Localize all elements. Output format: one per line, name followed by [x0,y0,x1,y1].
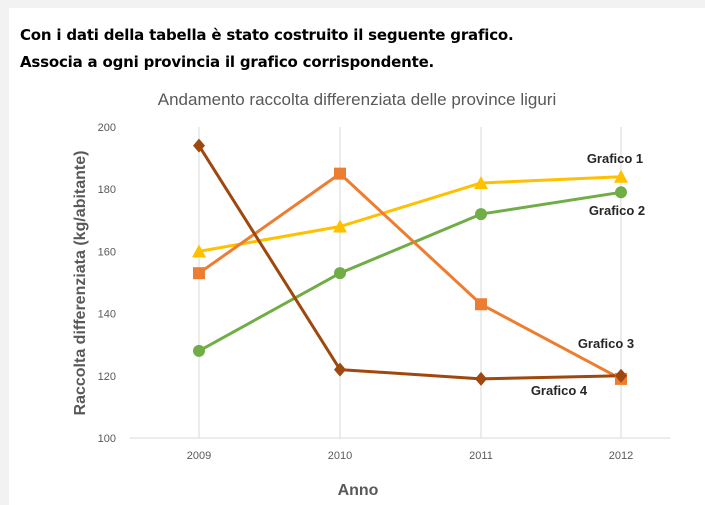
y-tick-label: 140 [98,309,116,321]
left-band [0,8,9,505]
y-tick-label: 160 [98,246,116,258]
y-tick-label: 180 [98,184,116,196]
series-label-2: Grafico 2 [589,203,645,218]
data-point-series-2 [475,208,487,221]
data-point-series-4 [615,368,627,383]
series-line-3 [198,172,622,381]
x-tick-label: 2010 [328,450,352,462]
data-point-series-3 [334,167,346,180]
data-point-series-4 [193,138,205,153]
series-markers [192,138,628,386]
data-point-series-2 [334,267,346,280]
data-point-series-2 [193,344,205,357]
series-lines [197,144,622,381]
y-tick-label: 100 [98,433,116,445]
y-tick-label: 200 [98,122,116,134]
data-point-series-3 [193,267,205,280]
data-point-series-1 [333,219,347,233]
exercise-instructions: Con i dati della tabella è stato costrui… [20,22,514,76]
y-axis-label: Raccolta differenziata (kg/abitante) [72,151,89,416]
instruction-line-2: Associa a ogni provincia il grafico corr… [20,53,435,71]
series-label-4: Grafico 4 [531,383,588,398]
x-axis-ticks: 2009 2010 2011 2012 [187,450,633,462]
x-tick-label: 2009 [187,450,211,462]
chart-grid [130,127,670,439]
top-band [0,0,705,8]
data-point-series-3 [475,298,487,311]
data-point-series-1 [614,169,628,183]
series-labels: Grafico 1 Grafico 2 Grafico 3 Grafico 4 [531,151,645,398]
series-line-1 [198,175,622,253]
x-axis-label: Anno [338,482,379,499]
series-label-3: Grafico 3 [578,336,634,351]
instruction-line-1: Con i dati della tabella è stato costrui… [20,26,514,44]
data-point-series-1 [192,244,206,258]
x-tick-label: 2011 [469,450,493,462]
series-line-4 [197,144,622,381]
data-point-series-4 [475,371,487,386]
data-point-series-2 [615,186,627,199]
x-tick-label: 2012 [609,450,633,462]
data-point-series-4 [334,362,346,377]
series-line-2 [198,190,622,353]
data-point-series-1 [474,175,488,189]
y-axis-ticks: 100 120 140 160 180 200 [98,122,116,445]
y-tick-label: 120 [98,371,116,383]
series-label-1: Grafico 1 [587,151,643,166]
chart-title: Andamento raccolta differenziata delle p… [158,90,556,109]
